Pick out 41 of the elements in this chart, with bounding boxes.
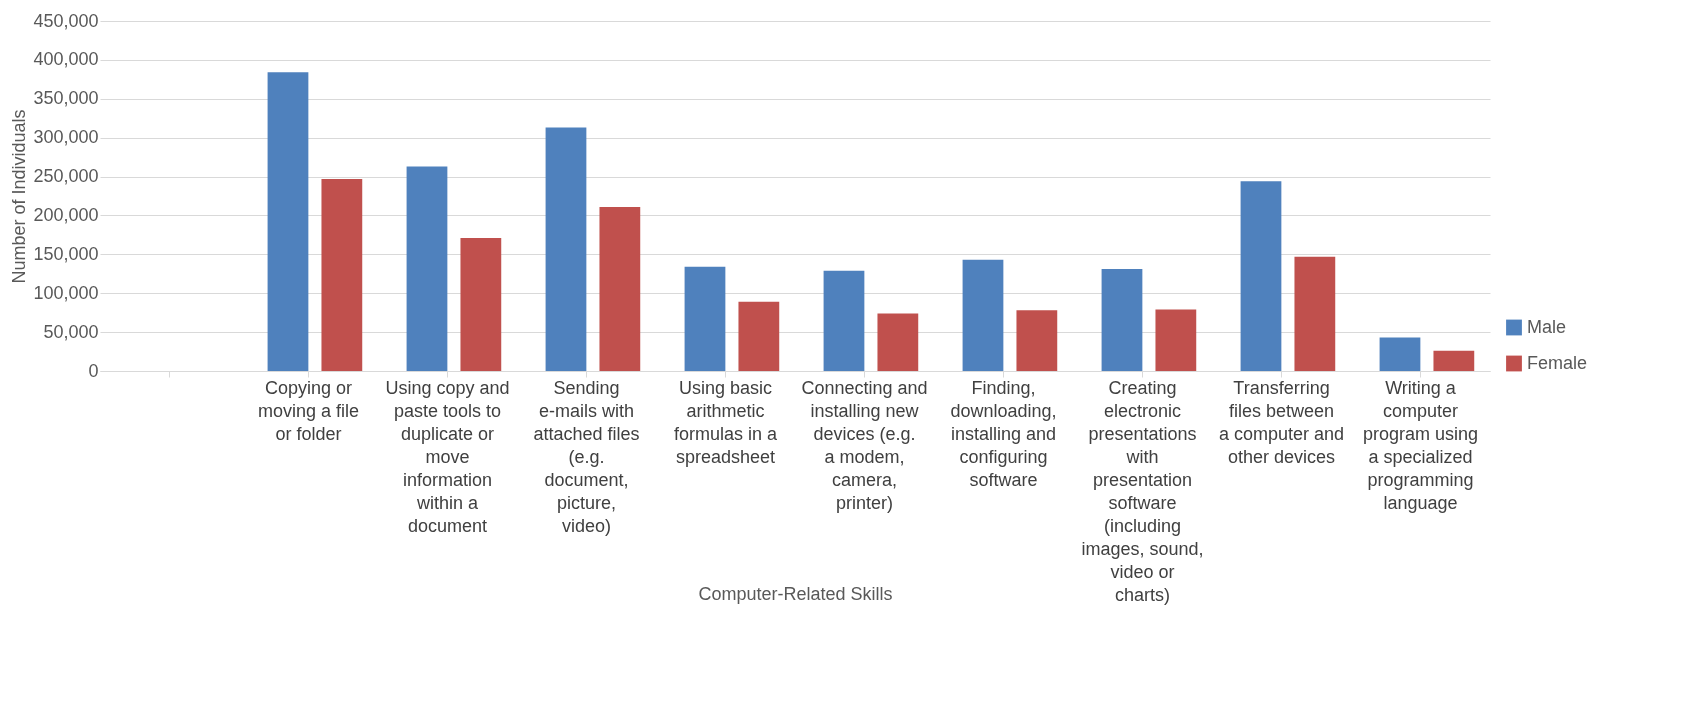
bar [738,301,780,371]
bar [1433,350,1475,371]
y-tick-label: 350,000 [33,88,99,109]
y-tick-label: 200,000 [33,204,99,225]
legend-label: Female [1527,352,1588,373]
legend-label: Male [1527,316,1567,337]
bar [1101,269,1143,371]
bar [460,238,502,371]
category-label: Creating electronic presentations with presentation software (including images, sound, video or charts) [1081,377,1204,605]
bar [1294,256,1336,371]
x-tick-label: Using copy and paste tools to duplicate or move information within a document [385,377,510,536]
bar [321,178,363,371]
bar [962,259,1004,371]
bar [1240,181,1282,371]
x-axis-title: Computer-Related Skills [698,583,893,604]
x-tick-label: Transferring files between a computer and other devices [1218,377,1345,467]
x-tick-label: Writing a computer program using a specialized programming language [1362,377,1479,513]
y-axis-title: Number of Individuals [9,109,30,284]
bar [1379,337,1421,371]
bar [267,72,309,371]
y-tick-label: 100,000 [33,282,99,303]
x-tick-label: Copying or moving a file or folder [257,377,360,444]
x-tick-label: Connecting and installing new devices (e.g. a modem, camera, printer) [801,377,928,513]
bar [1016,310,1058,371]
bar [406,166,448,371]
y-tick-label: 400,000 [33,49,99,70]
x-tick-label: Using basic arithmetic formulas in a spreadsheet [673,377,779,467]
y-tick-label: 250,000 [33,166,99,187]
x-tick-label: Sending e-mails with attached files (e.g. document, picture, video) [533,377,640,536]
y-tick-label: 0 [88,360,99,381]
y-tick-label: 300,000 [33,127,99,148]
bar [823,270,865,371]
y-tick-label: 150,000 [33,243,99,264]
bar [599,206,641,371]
bar [545,127,587,371]
bar [684,266,726,371]
bar [877,313,919,371]
y-tick-label: 50,000 [43,321,99,342]
x-tick-label: Finding, downloading, installing and configuring software [950,377,1057,490]
y-tick-label: 450,000 [33,10,99,31]
bar [1155,309,1197,371]
